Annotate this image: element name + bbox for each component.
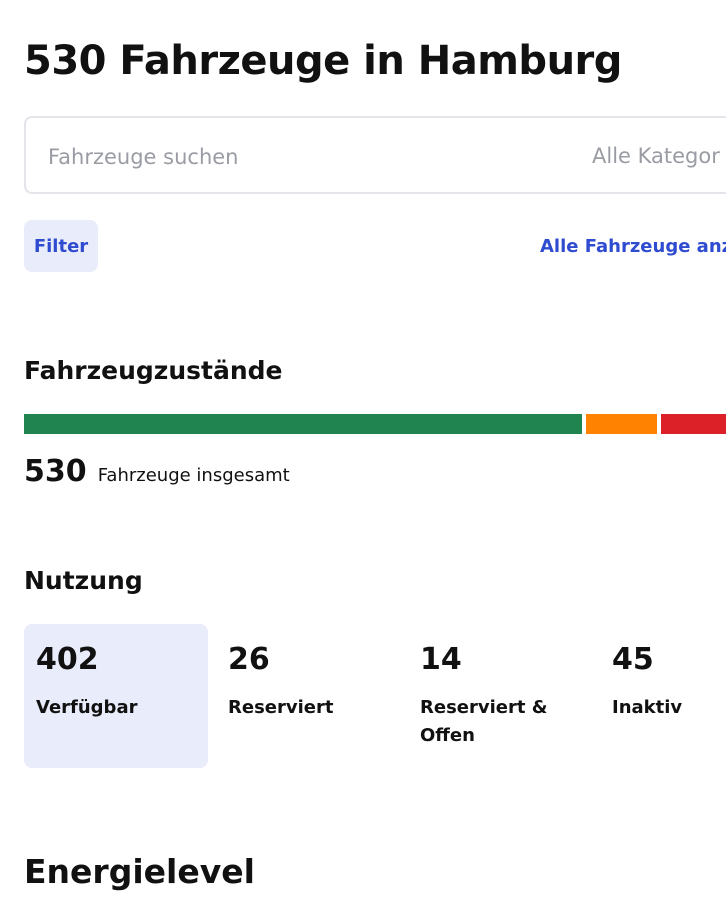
vehicle-status-heading: Fahrzeugzustände [24, 356, 283, 385]
status-segment-orange [585, 414, 658, 434]
search-input[interactable] [48, 140, 468, 174]
usage-card-available[interactable]: 402 Verfügbar [24, 624, 208, 768]
usage-card-inactive[interactable]: 45 Inaktiv [600, 624, 726, 768]
usage-card-reserved[interactable]: 26 Reserviert [216, 624, 400, 768]
usage-label: Reserviert & Offen [420, 697, 548, 746]
search-bar: Alle Kategor [24, 116, 726, 194]
category-select[interactable]: Alle Kategor [592, 144, 720, 168]
energy-level-heading: Energielevel [24, 852, 255, 891]
usage-label: Reserviert [228, 697, 334, 718]
vehicle-status-bar [24, 414, 726, 434]
usage-value: 26 [228, 642, 270, 677]
usage-card-reserved-open[interactable]: 14 Reserviert & Offen [408, 624, 592, 768]
show-all-vehicles-link[interactable]: Alle Fahrzeuge anze [540, 236, 726, 257]
usage-value: 45 [612, 642, 654, 677]
usage-value: 402 [36, 642, 99, 677]
page-title: 530 Fahrzeuge in Hamburg [24, 38, 622, 84]
usage-label: Verfügbar [36, 697, 138, 718]
filter-button[interactable]: Filter [24, 220, 98, 272]
usage-label: Inaktiv [612, 697, 683, 718]
status-segment-red [661, 414, 726, 434]
total-vehicles-label: Fahrzeuge insgesamt [97, 465, 290, 486]
status-segment-green [24, 414, 582, 434]
total-vehicles-number: 530 [24, 454, 87, 489]
usage-value: 14 [420, 642, 462, 677]
usage-heading: Nutzung [24, 566, 143, 595]
total-vehicles: 530 Fahrzeuge insgesamt [24, 454, 290, 489]
